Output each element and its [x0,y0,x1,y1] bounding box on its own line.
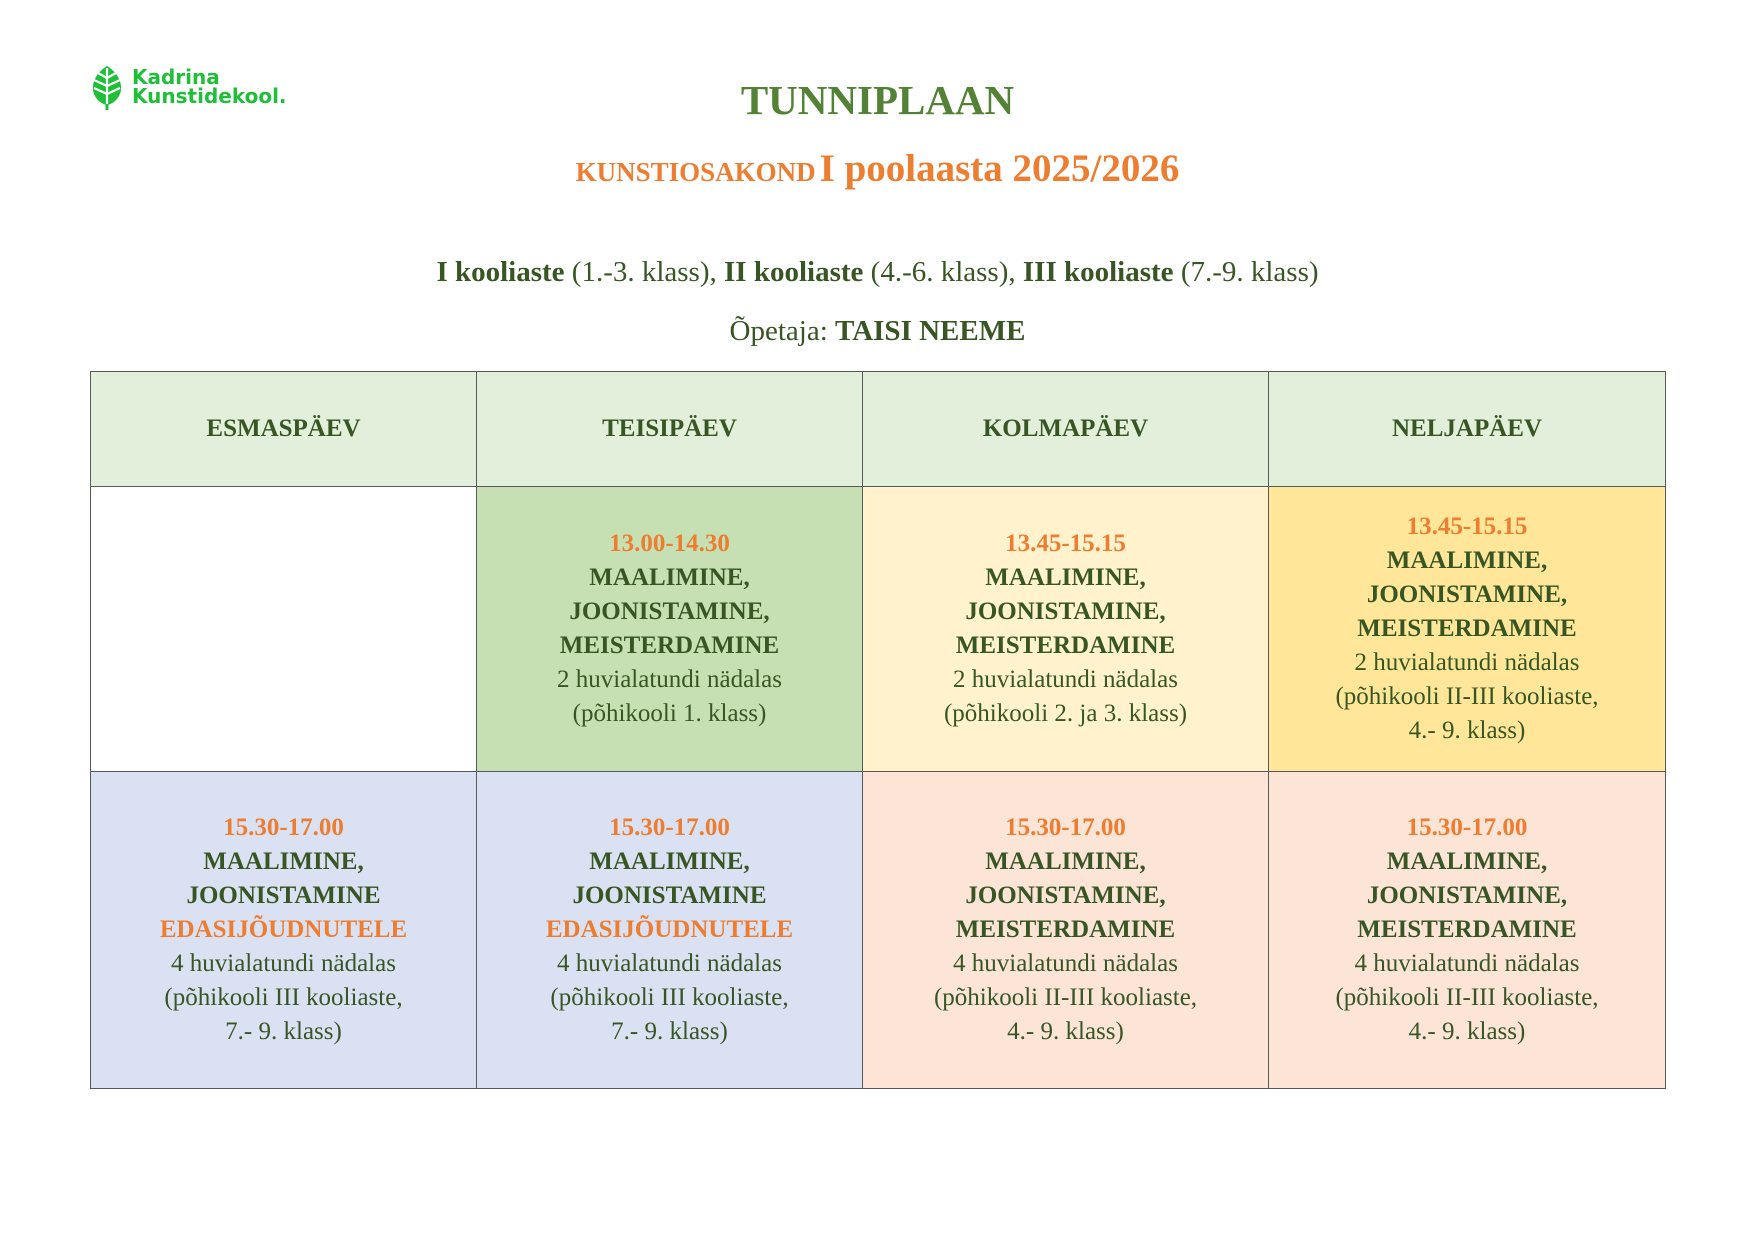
lesson-group: 7.- 9. klass) [225,1018,342,1045]
day-header: KOLMAPÄEV [862,371,1269,487]
lesson-subject: MAALIMINE, [985,848,1146,875]
lesson-cell: 15.30-17.00 MAALIMINE, JOONISTAMINE, MEISTE… [862,771,1269,1089]
lesson-hours: 2 huvialatundi nädalas [1354,649,1580,676]
lesson-group: (põhikooli 1. klass) [572,700,767,727]
lesson-cell: 13.45-15.15 MAALIMINE, JOONISTAMINE, MEISTE… [1268,486,1666,772]
term: I poolaasta 2025/2026 [819,147,1180,190]
teacher: Õpetaja: TAISI NEEME [0,315,1755,348]
lesson-group: (põhikooli II-III kooliaste, [933,984,1198,1011]
lesson-hours: 2 huvialatundi nädalas [557,666,782,693]
lesson-hours: 4 huvialatundi nädalas [1354,950,1580,977]
day-header: NELJAPÄEV [1268,371,1666,487]
lesson-subject: JOONISTAMINE, [569,598,770,625]
lesson-subject: MEISTERDAMINE [955,632,1176,659]
level-range: (1.-3. klass), [571,256,717,288]
lesson-group: (põhikooli II-III kooliaste, [1335,683,1599,710]
day-header: ESMASPÄEV [90,371,477,487]
lesson-subject: MEISTERDAMINE [1357,615,1577,642]
lesson-subject: MAALIMINE, [1386,848,1548,875]
lesson-subject: JOONISTAMINE [572,882,767,909]
teacher-name: TAISI NEEME [835,315,1026,347]
lesson-group: 7.- 9. klass) [611,1018,728,1045]
lesson-group: 4.- 9. klass) [1408,717,1526,744]
lesson-time: 15.30-17.00 [1005,814,1126,841]
level-name: I kooliaste [436,256,565,288]
page-subtitle: KUNSTIOSAKOND I poolaasta 2025/2026 [0,146,1755,191]
lesson-cell: 13.45-15.15 MAALIMINE, JOONISTAMINE, MEISTE… [862,486,1269,772]
schedule-row: 13.00-14.30 MAALIMINE, JOONISTAMINE, MEISTE… [90,486,1666,772]
lesson-subject: JOONISTAMINE, [965,598,1166,625]
level-range: (7.-9. klass) [1180,256,1319,288]
level-name: II kooliaste [724,256,864,288]
schedule-table: ESMASPÄEV TEISIPÄEV KOLMAPÄEV NELJAPÄEV 13.… [90,371,1666,1089]
lesson-cell: 15.30-17.00 MAALIMINE, JOONISTAMINE EDASIJÕ… [476,771,863,1089]
lesson-subject: MAALIMINE, [589,564,750,591]
lesson-subject: MAALIMINE, [589,848,750,875]
lesson-time: 15.30-17.00 [1406,814,1528,841]
lesson-subject: JOONISTAMINE, [1366,581,1568,608]
lesson-subject: JOONISTAMINE, [965,882,1166,909]
school-levels: I kooliaste (1.-3. klass), II kooliaste … [0,256,1755,289]
lesson-group: (põhikooli III kooliaste, [164,984,403,1011]
lesson-subject: MAALIMINE, [985,564,1146,591]
lesson-group: 4.- 9. klass) [1007,1018,1124,1045]
day-header: TEISIPÄEV [476,371,863,487]
lesson-time: 15.30-17.00 [609,814,730,841]
page-title: TUNNIPLAAN [740,77,1015,123]
lesson-time: 15.30-17.00 [223,814,344,841]
lesson-time: 13.00-14.30 [609,530,730,557]
teacher-label: Õpetaja: [729,315,828,347]
lesson-hours: 4 huvialatundi nädalas [171,950,396,977]
lesson-group: 4.- 9. klass) [1408,1018,1526,1045]
lesson-subject: MEISTERDAMINE [955,916,1176,943]
lesson-cell: 15.30-17.00 MAALIMINE, JOONISTAMINE, MEISTE… [1268,771,1666,1089]
logo-line-1: Kadrina [132,65,220,89]
lesson-subject: MEISTERDAMINE [559,632,780,659]
lesson-hours: 2 huvialatundi nädalas [953,666,1178,693]
lesson-group: (põhikooli III kooliaste, [550,984,789,1011]
lesson-time: 13.45-15.15 [1005,530,1126,557]
lesson-hours: 4 huvialatundi nädalas [557,950,782,977]
lesson-cell: 15.30-17.00 MAALIMINE, JOONISTAMINE EDASIJÕ… [90,771,477,1089]
level-range: (4.-6. klass), [870,256,1016,288]
day-header-row: ESMASPÄEV TEISIPÄEV KOLMAPÄEV NELJAPÄEV [90,371,1666,487]
lesson-hours: 4 huvialatundi nädalas [953,950,1178,977]
lesson-subject: JOONISTAMINE, [1366,882,1568,909]
empty-cell [90,486,477,772]
leaf-icon [92,66,122,110]
lesson-subject: JOONISTAMINE [186,882,381,909]
advanced-label: EDASIJÕUDNUTELE [545,916,794,943]
lesson-group: (põhikooli 2. ja 3. klass) [943,700,1188,727]
advanced-label: EDASIJÕUDNUTELE [159,916,408,943]
lesson-time: 13.45-15.15 [1406,513,1528,540]
lesson-subject: MAALIMINE, [203,848,364,875]
level-name: III kooliaste [1022,256,1174,288]
school-logo: Kadrina Kunstidekool. [90,64,287,110]
lesson-group: (põhikooli II-III kooliaste, [1335,984,1599,1011]
lesson-subject: MEISTERDAMINE [1357,916,1577,943]
logo-line-2: Kunstidekool. [132,84,287,108]
lesson-subject: MAALIMINE, [1386,547,1548,574]
lesson-cell: 13.00-14.30 MAALIMINE, JOONISTAMINE, MEISTE… [476,486,863,772]
schedule-row: 15.30-17.00 MAALIMINE, JOONISTAMINE EDASIJÕ… [90,771,1666,1089]
department: KUNSTIOSAKOND [575,157,816,187]
